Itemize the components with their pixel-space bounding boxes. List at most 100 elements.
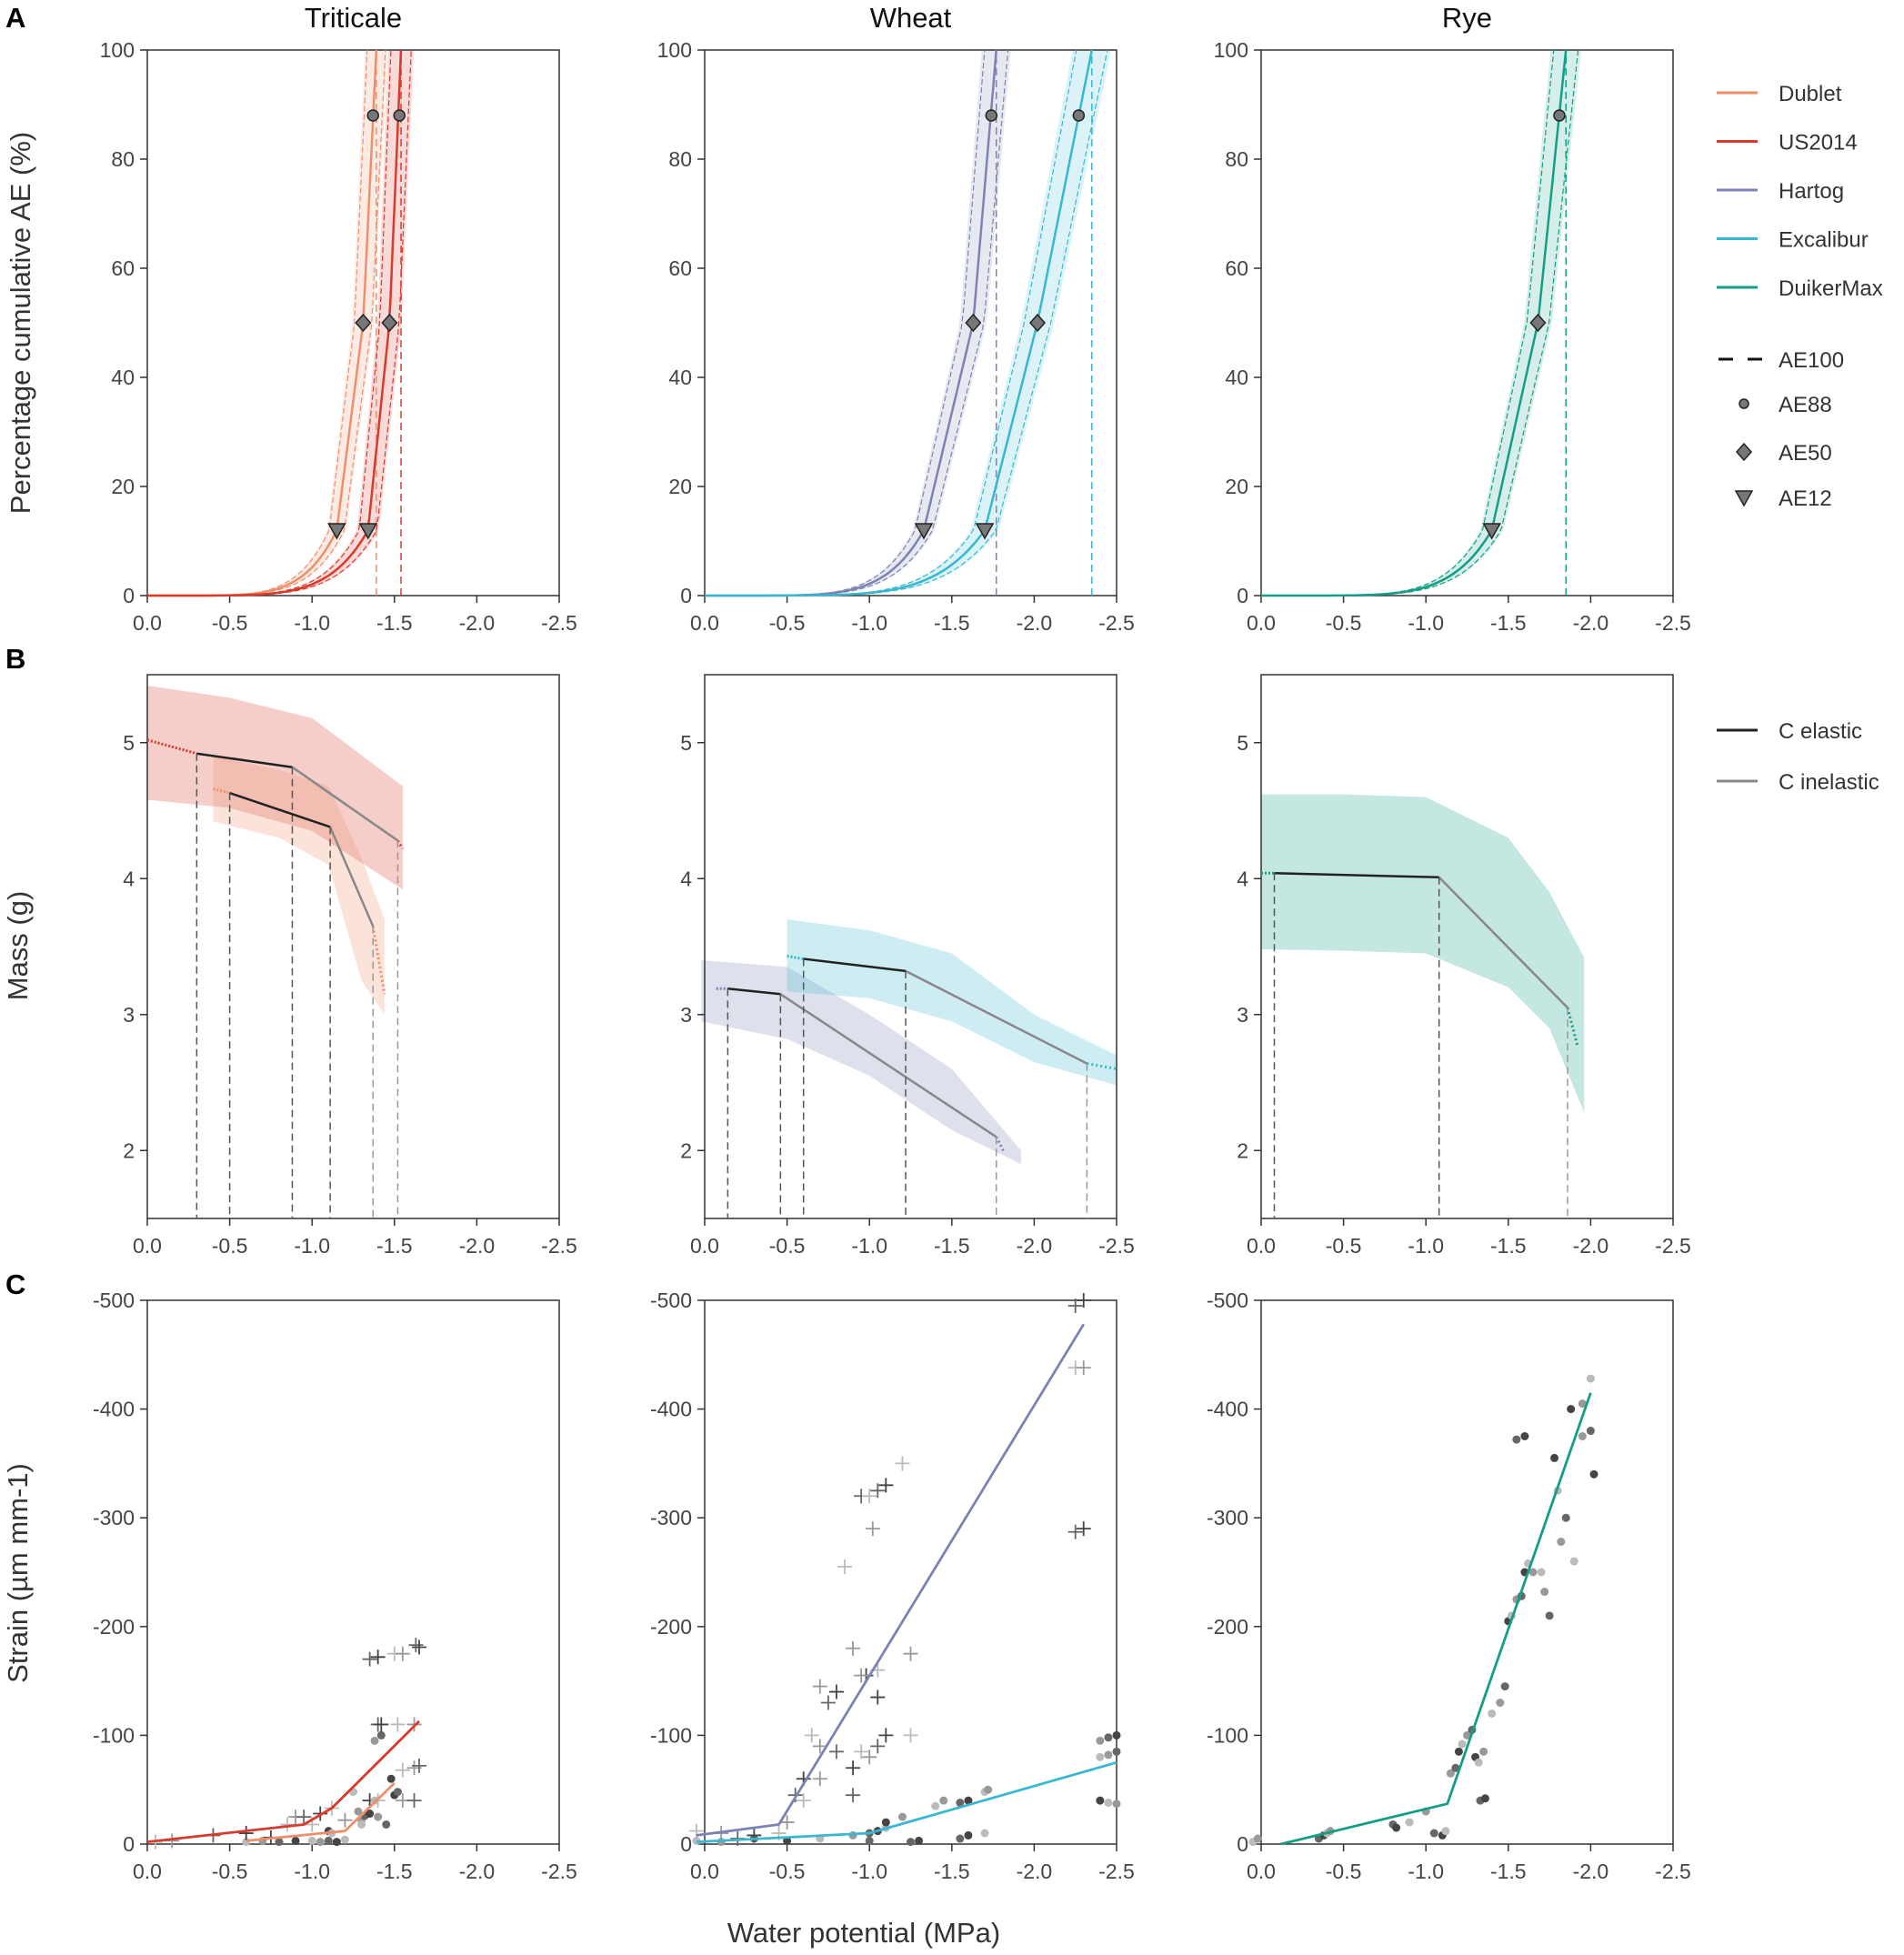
y-tick-label: 100 [657,38,692,62]
strain-dot-point [1451,1763,1460,1772]
x-tick-label: -0.5 [212,611,248,635]
y-tick-label: -100 [650,1723,692,1747]
x-tick-label: -1.5 [934,611,970,635]
axes-frame [146,674,560,1219]
strain-plus-point [395,1646,410,1661]
strain-dot-point [386,1774,396,1783]
strain-dot-point [1578,1432,1587,1440]
strain-dot-point [1578,1399,1587,1409]
strain-dot-point [393,1788,402,1797]
strain-dot-point [1104,1799,1113,1808]
strain-dot-point [1550,1453,1559,1462]
strain-dot-point [931,1801,940,1810]
strain-dot-point [354,1807,363,1816]
strain-dot-point [340,1835,349,1844]
strain-dot-point [1463,1730,1471,1739]
ae12-marker [914,523,934,540]
x-tick-label: 0.0 [133,1860,162,1883]
y-axis-label-a: Percentage cumulative AE (%) [5,132,36,514]
x-tick-label: -2.0 [1573,611,1609,635]
legend-label-duikermax: DuikerMax [1779,276,1883,301]
strain-plus-point [1076,1521,1091,1537]
strain-plus-point [796,1793,811,1809]
x-tick-label: -2.0 [1017,611,1053,635]
elastic-segment-hartog [727,988,781,996]
strain-dot-point [865,1836,874,1845]
legend-label-hartog: Hartog [1779,179,1844,204]
y-tick-label: 60 [1225,256,1248,280]
y-tick-label: 5 [680,731,692,755]
text-layer: 0.0 -0.5 -1.0 -1.5 -2.0 -2.5020406080100Triti… [2,2,1691,1949]
strain-dot-point [1569,1557,1578,1566]
strain-dot-point [324,1836,333,1845]
strain-dot-point [1567,1405,1576,1414]
cumulative-band-dublet [147,50,388,596]
strain-plus-point [854,1744,869,1760]
x-tick-label: -1.0 [851,611,887,635]
strain-dot-point [1441,1827,1450,1836]
strain-dot-point [316,1838,325,1847]
x-tick-label: -2.5 [541,611,577,635]
strain-plus-point [390,1717,406,1732]
mean-curve-duikermax [1261,49,1568,597]
elastic-segment-us2014 [196,752,293,768]
x-tick-label: -0.5 [769,1860,806,1883]
y-tick-label: 80 [111,147,135,171]
strain-plus-point [903,1728,918,1743]
elastic-segment-dublet [229,791,331,828]
strain-plus-point [395,1762,410,1778]
x-tick-label: -2.0 [459,611,496,635]
strain-plus-point [878,1728,894,1743]
strain-plus-point [812,1771,827,1787]
strain-plus-point [837,1559,853,1575]
axes-frames [140,49,1674,1851]
x-tick-label: -2.0 [1017,1234,1053,1258]
strain-plus-point [362,1651,377,1667]
mean-curve-excalibur [705,49,1094,597]
strain-dot-point [307,1836,316,1845]
x-tick-label: -0.5 [769,611,806,635]
mean-curve-hartog [705,49,997,597]
inelastic-segment-excalibur [905,969,1087,1065]
axes-frame [146,1299,560,1845]
ae50-marker [355,313,372,333]
strain-dot-point [366,1810,375,1819]
strain-dot-point [1096,1736,1105,1745]
data-layer [146,49,1598,1850]
strain-dot-point [1545,1611,1554,1620]
strain-dot-point [964,1830,973,1840]
strain-plus-point [238,1826,254,1841]
x-tick-label: -2.5 [1098,611,1135,635]
strain-dot-point [1429,1829,1438,1838]
x-tick-label: -1.5 [934,1860,970,1883]
inelastic-segment-duikermax [1438,876,1568,1009]
cumulative-band-excalibur [705,50,1112,596]
mean-curve-us2014 [147,49,403,597]
inelastic-segment-dublet [328,826,375,927]
x-tick-label: 0.0 [690,611,719,635]
replicate-curve-dublet [147,49,386,597]
strain-dot-point [1488,1709,1497,1718]
panel-label-a: A [5,2,25,34]
legend-layer: Dublet US2014 Hartog Excalibur DuikerMax AE10… [1717,82,1883,795]
strain-dot-point [1104,1733,1113,1742]
strain-dot-point [783,1836,792,1845]
y-tick-label: -200 [650,1615,692,1639]
strain-dot-point [1253,1834,1262,1843]
y-tick-label: 0 [680,1832,692,1856]
strain-dot-point [332,1838,341,1847]
y-tick-label: 4 [680,867,692,890]
y-tick-label: 0 [1237,1832,1248,1856]
y-tick-label: -200 [1207,1615,1248,1639]
strain-dot-point [939,1796,948,1805]
x-tick-label: -1.5 [1490,611,1527,635]
cumulative-band-us2014 [147,50,414,596]
inelastic-segment-us2014 [291,766,399,842]
legend-label-ae88: AE88 [1779,393,1832,417]
x-axis-label: Water potential (MPa) [727,1917,1000,1949]
strain-fit-excalibur [696,1760,1117,1843]
ae50-marker [1029,313,1047,333]
ae88-marker [366,109,379,122]
strain-plus-point [862,1749,877,1765]
strain-plus-point [1076,1360,1091,1376]
